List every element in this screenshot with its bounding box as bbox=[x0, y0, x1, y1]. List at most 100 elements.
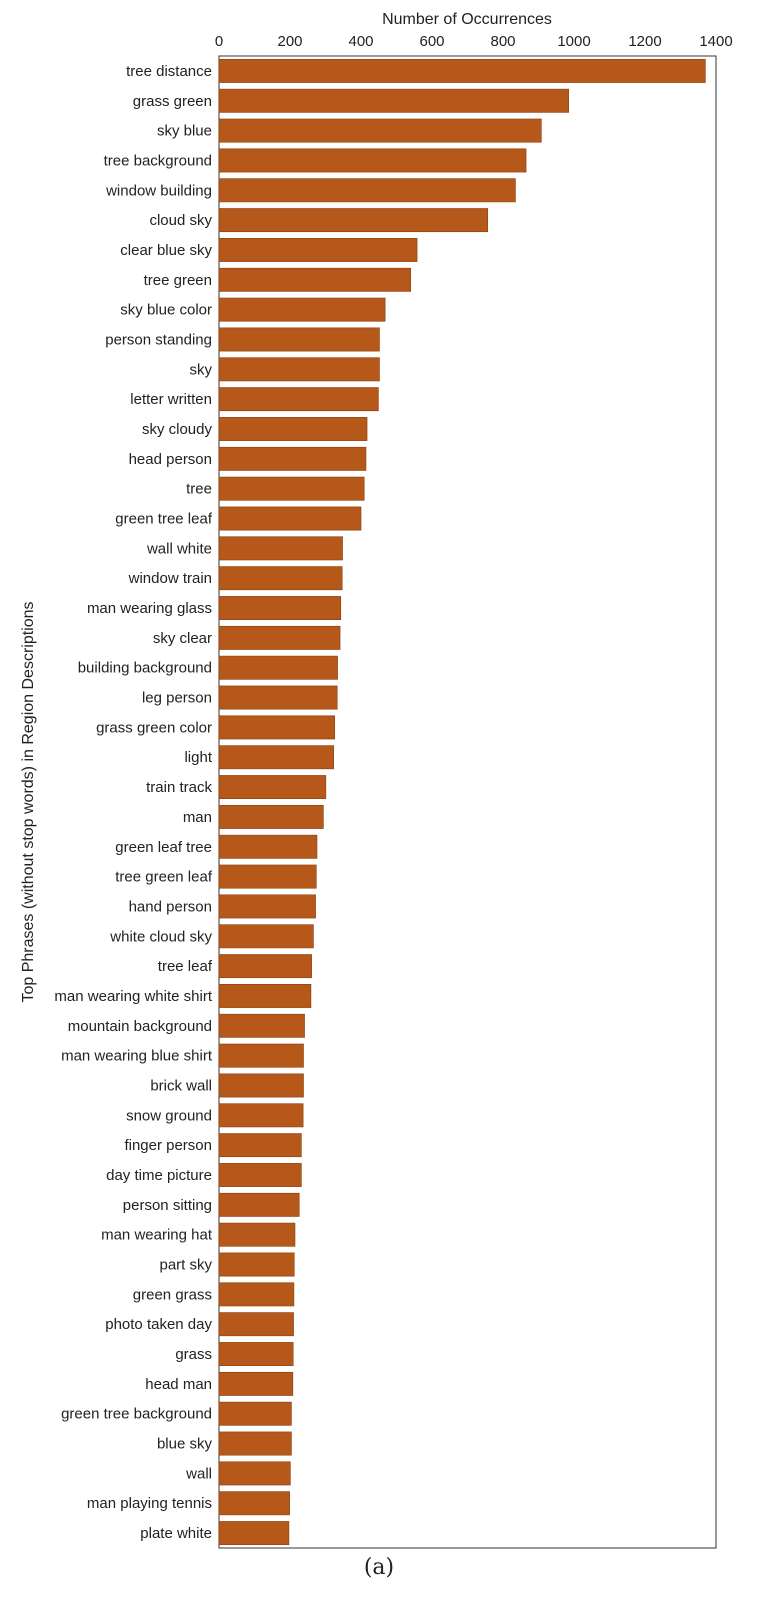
bar bbox=[218, 1222, 296, 1247]
y-tick-label: man wearing hat bbox=[101, 1227, 213, 1244]
bar bbox=[218, 327, 380, 352]
bar bbox=[218, 924, 314, 949]
bar bbox=[218, 1282, 295, 1307]
y-tick-label: tree distance bbox=[126, 63, 212, 80]
y-tick-label: mountain background bbox=[68, 1018, 212, 1035]
y-tick-label: cloud sky bbox=[149, 212, 212, 229]
y-tick-label: tree background bbox=[104, 152, 212, 169]
bar bbox=[218, 118, 542, 143]
x-tick-labels: 0 200 400 600 800 1000 1200 1400 bbox=[215, 33, 733, 50]
y-tick-label: tree leaf bbox=[158, 958, 213, 975]
bar bbox=[218, 238, 418, 262]
bar bbox=[218, 1431, 292, 1456]
y-tick-label: finger person bbox=[124, 1137, 212, 1154]
bar bbox=[218, 625, 341, 650]
y-tick-label: snow ground bbox=[126, 1107, 212, 1124]
bar bbox=[218, 536, 343, 561]
bar bbox=[218, 685, 338, 710]
y-tick-label: person sitting bbox=[123, 1197, 212, 1214]
bar bbox=[218, 1312, 294, 1337]
bar bbox=[218, 745, 334, 770]
plot-frame bbox=[218, 55, 717, 1549]
bar bbox=[218, 894, 316, 919]
bar bbox=[218, 1342, 294, 1366]
y-tick-label: sky blue bbox=[157, 123, 212, 140]
bar bbox=[218, 1521, 290, 1546]
y-tick-label: building background bbox=[78, 660, 212, 677]
y-tick-label: green leaf tree bbox=[115, 839, 212, 856]
y-tick-label: window train bbox=[128, 570, 212, 587]
bar bbox=[218, 864, 317, 889]
y-tick-label: man wearing white shirt bbox=[54, 988, 212, 1005]
bar bbox=[218, 417, 368, 441]
bar bbox=[218, 387, 379, 412]
bar bbox=[218, 1133, 302, 1158]
y-tick-label: photo taken day bbox=[105, 1316, 212, 1333]
y-tick-labels: tree distance grass green sky blue tree bac… bbox=[54, 63, 212, 1542]
bar bbox=[218, 596, 342, 620]
bar bbox=[218, 655, 338, 680]
y-tick-label: leg person bbox=[142, 690, 212, 707]
bar bbox=[218, 1043, 304, 1068]
bar bbox=[218, 1192, 300, 1217]
y-tick-label: person standing bbox=[105, 331, 212, 348]
y-tick-label: tree green leaf bbox=[115, 869, 213, 886]
y-tick-label: grass bbox=[175, 1346, 212, 1363]
bar bbox=[218, 834, 318, 859]
x-tick-label: 0 bbox=[215, 33, 223, 50]
y-tick-label: head man bbox=[145, 1376, 212, 1393]
y-tick-label: green tree background bbox=[61, 1406, 212, 1423]
y-tick-label: tree green bbox=[144, 272, 212, 289]
y-tick-label: man bbox=[183, 809, 212, 826]
bar bbox=[218, 267, 411, 292]
y-tick-label: head person bbox=[129, 451, 212, 468]
x-tick-label: 1400 bbox=[699, 33, 732, 50]
y-tick-label: sky bbox=[190, 361, 213, 378]
y-tick-label: hand person bbox=[129, 898, 212, 915]
y-tick-label: train track bbox=[146, 779, 212, 796]
bar bbox=[218, 954, 312, 979]
x-axis-label: Number of Occurrences bbox=[382, 11, 552, 28]
y-tick-label: wall bbox=[185, 1465, 212, 1482]
y-tick-label: grass green color bbox=[96, 719, 212, 736]
bar bbox=[218, 984, 312, 1008]
y-tick-label: letter written bbox=[130, 391, 212, 408]
y-tick-label: wall white bbox=[146, 540, 212, 557]
y-tick-label: man wearing glass bbox=[87, 600, 212, 617]
bar bbox=[218, 1073, 304, 1098]
bar bbox=[218, 1163, 302, 1187]
y-tick-label: grass green bbox=[133, 93, 212, 110]
bar bbox=[218, 804, 324, 829]
bar bbox=[218, 178, 516, 203]
bar bbox=[218, 208, 489, 233]
x-tick-label: 200 bbox=[277, 33, 302, 50]
bar bbox=[218, 148, 527, 173]
y-tick-label: sky clear bbox=[153, 630, 212, 647]
y-tick-label: tree bbox=[186, 481, 212, 498]
bar bbox=[218, 715, 336, 740]
bar bbox=[218, 1401, 292, 1426]
bar bbox=[218, 1013, 305, 1038]
x-tick-label: 1000 bbox=[557, 33, 590, 50]
x-tick-label: 600 bbox=[419, 33, 444, 50]
bar bbox=[218, 1252, 295, 1277]
bar bbox=[218, 297, 386, 322]
y-tick-label: window building bbox=[105, 182, 212, 199]
y-tick-label: clear blue sky bbox=[120, 242, 212, 259]
bar bbox=[218, 566, 343, 591]
y-tick-label: light bbox=[184, 749, 212, 766]
bar bbox=[218, 1491, 290, 1516]
x-tick-label: 1200 bbox=[628, 33, 661, 50]
bar bbox=[218, 88, 569, 113]
y-tick-label: green tree leaf bbox=[115, 511, 213, 528]
y-tick-label: part sky bbox=[159, 1257, 212, 1274]
y-tick-label: blue sky bbox=[157, 1436, 213, 1453]
y-tick-label: green grass bbox=[133, 1286, 212, 1303]
y-tick-label: sky blue color bbox=[120, 302, 212, 319]
bar bbox=[218, 476, 365, 501]
y-tick-label: man wearing blue shirt bbox=[61, 1048, 213, 1065]
bar bbox=[218, 58, 706, 83]
y-axis-label: Top Phrases (without stop words) in Regi… bbox=[20, 601, 37, 1002]
bar bbox=[218, 446, 367, 471]
